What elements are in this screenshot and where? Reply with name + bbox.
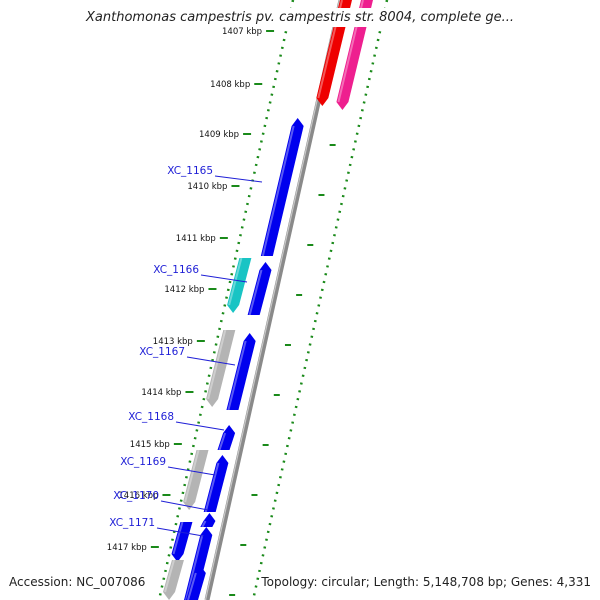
outer-dotted-track <box>251 0 389 600</box>
locus-label-xc1169[interactable]: XC_1169 <box>120 456 166 468</box>
gene-arrow-gray-2-shine <box>184 449 200 503</box>
gene-arrow-xc1166[interactable] <box>247 262 272 315</box>
locus-leader-line <box>160 500 209 511</box>
locus-leader-line <box>167 466 216 476</box>
gene-arrow-pink[interactable] <box>336 0 373 110</box>
gene-arrow-xc1170-shine <box>201 520 207 528</box>
gene-arrow-xc1168-shine <box>218 432 227 451</box>
gene-arrow-gray-1[interactable] <box>206 330 236 407</box>
locus-leader-line <box>214 175 263 183</box>
gene-arrow-xc1169-shine <box>204 462 220 513</box>
gene-arrow-xc1167[interactable] <box>226 333 256 410</box>
locus-leader-line <box>200 274 248 283</box>
kbp-tick-label: 1407 kbp <box>222 27 262 37</box>
genome-title: Xanthomonas campestris pv. campestris st… <box>0 8 600 27</box>
kbp-ticks: 1407 kbp 1408 kbp 1409 kbp 1410 kbp 1411 kbp… <box>107 27 275 553</box>
kbp-tick-label: 1414 kbp <box>141 388 181 398</box>
inner-dotted-track <box>157 0 295 600</box>
gene-arrow-bottom-blue[interactable] <box>186 565 206 600</box>
locus-labels[interactable]: XC_1165 XC_1166 XC_1167 XC_1168 XC_1169 XC_11… <box>109 165 263 537</box>
kbp-tick-label: 1415 kbp <box>130 440 170 450</box>
gene-arrow-gray-3[interactable] <box>163 560 184 600</box>
kbp-tick-label: 1408 kbp <box>210 80 250 90</box>
locus-leader-line <box>186 356 236 366</box>
gene-arrow-cyan[interactable] <box>227 258 252 313</box>
topology-summary: Topology: circular; Length: 5,148,708 bp… <box>261 575 591 589</box>
locus-leader-line <box>175 421 225 431</box>
kbp-tick-label: 1411 kbp <box>176 234 216 244</box>
gene-arrow-gray-1-shine <box>207 329 227 400</box>
locus-label-xc1168[interactable]: XC_1168 <box>128 411 174 423</box>
kbp-tick-label: 1413 kbp <box>153 337 193 347</box>
gene-arrow-xc1168[interactable] <box>217 425 236 450</box>
locus-leader-line <box>156 527 204 537</box>
gene-arrow-xc1169[interactable] <box>203 455 229 512</box>
gene-arrow-rev-blue[interactable] <box>171 522 193 562</box>
locus-label-xc1165[interactable]: XC_1165 <box>167 165 213 177</box>
locus-label-xc1167[interactable]: XC_1167 <box>139 346 185 358</box>
locus-label-xc1166[interactable]: XC_1166 <box>153 264 199 276</box>
gene-arrow-xc1170[interactable] <box>200 513 216 527</box>
kbp-tick-label: 1417 kbp <box>107 543 147 553</box>
locus-label-xc1171[interactable]: XC_1171 <box>109 517 155 529</box>
gene-arrow-xc1165[interactable] <box>260 118 304 256</box>
gene-arrow-xc1171-shine <box>185 534 204 600</box>
accession-label: Accession: NC_007086 <box>9 575 146 589</box>
gene-arrow-gray-3-shine <box>164 559 175 593</box>
gene-features[interactable] <box>163 0 373 600</box>
gene-arrow-cyan-shine <box>228 257 243 306</box>
gene-arrow-bottom-blue-shine <box>187 572 197 600</box>
locus-label-xc1170[interactable]: XC_1170 <box>113 490 159 502</box>
kbp-tick-label: 1410 kbp <box>187 182 227 192</box>
gene-arrow-gray-2[interactable] <box>183 450 209 510</box>
kbp-tick-label: 1412 kbp <box>164 285 204 295</box>
backbone-highlight <box>204 0 341 600</box>
gene-arrow-xc1171[interactable] <box>184 527 213 600</box>
gene-arrow-xc1167-shine <box>227 340 247 411</box>
gene-arrow-xc1166-shine <box>248 269 263 316</box>
kbp-tick-label: 1409 kbp <box>199 130 239 140</box>
gene-arrow-rev-blue-shine <box>172 521 184 555</box>
kbp-tick-label: 1416 kbp <box>118 491 158 501</box>
gene-arrow-xc1165-shine <box>261 125 295 257</box>
